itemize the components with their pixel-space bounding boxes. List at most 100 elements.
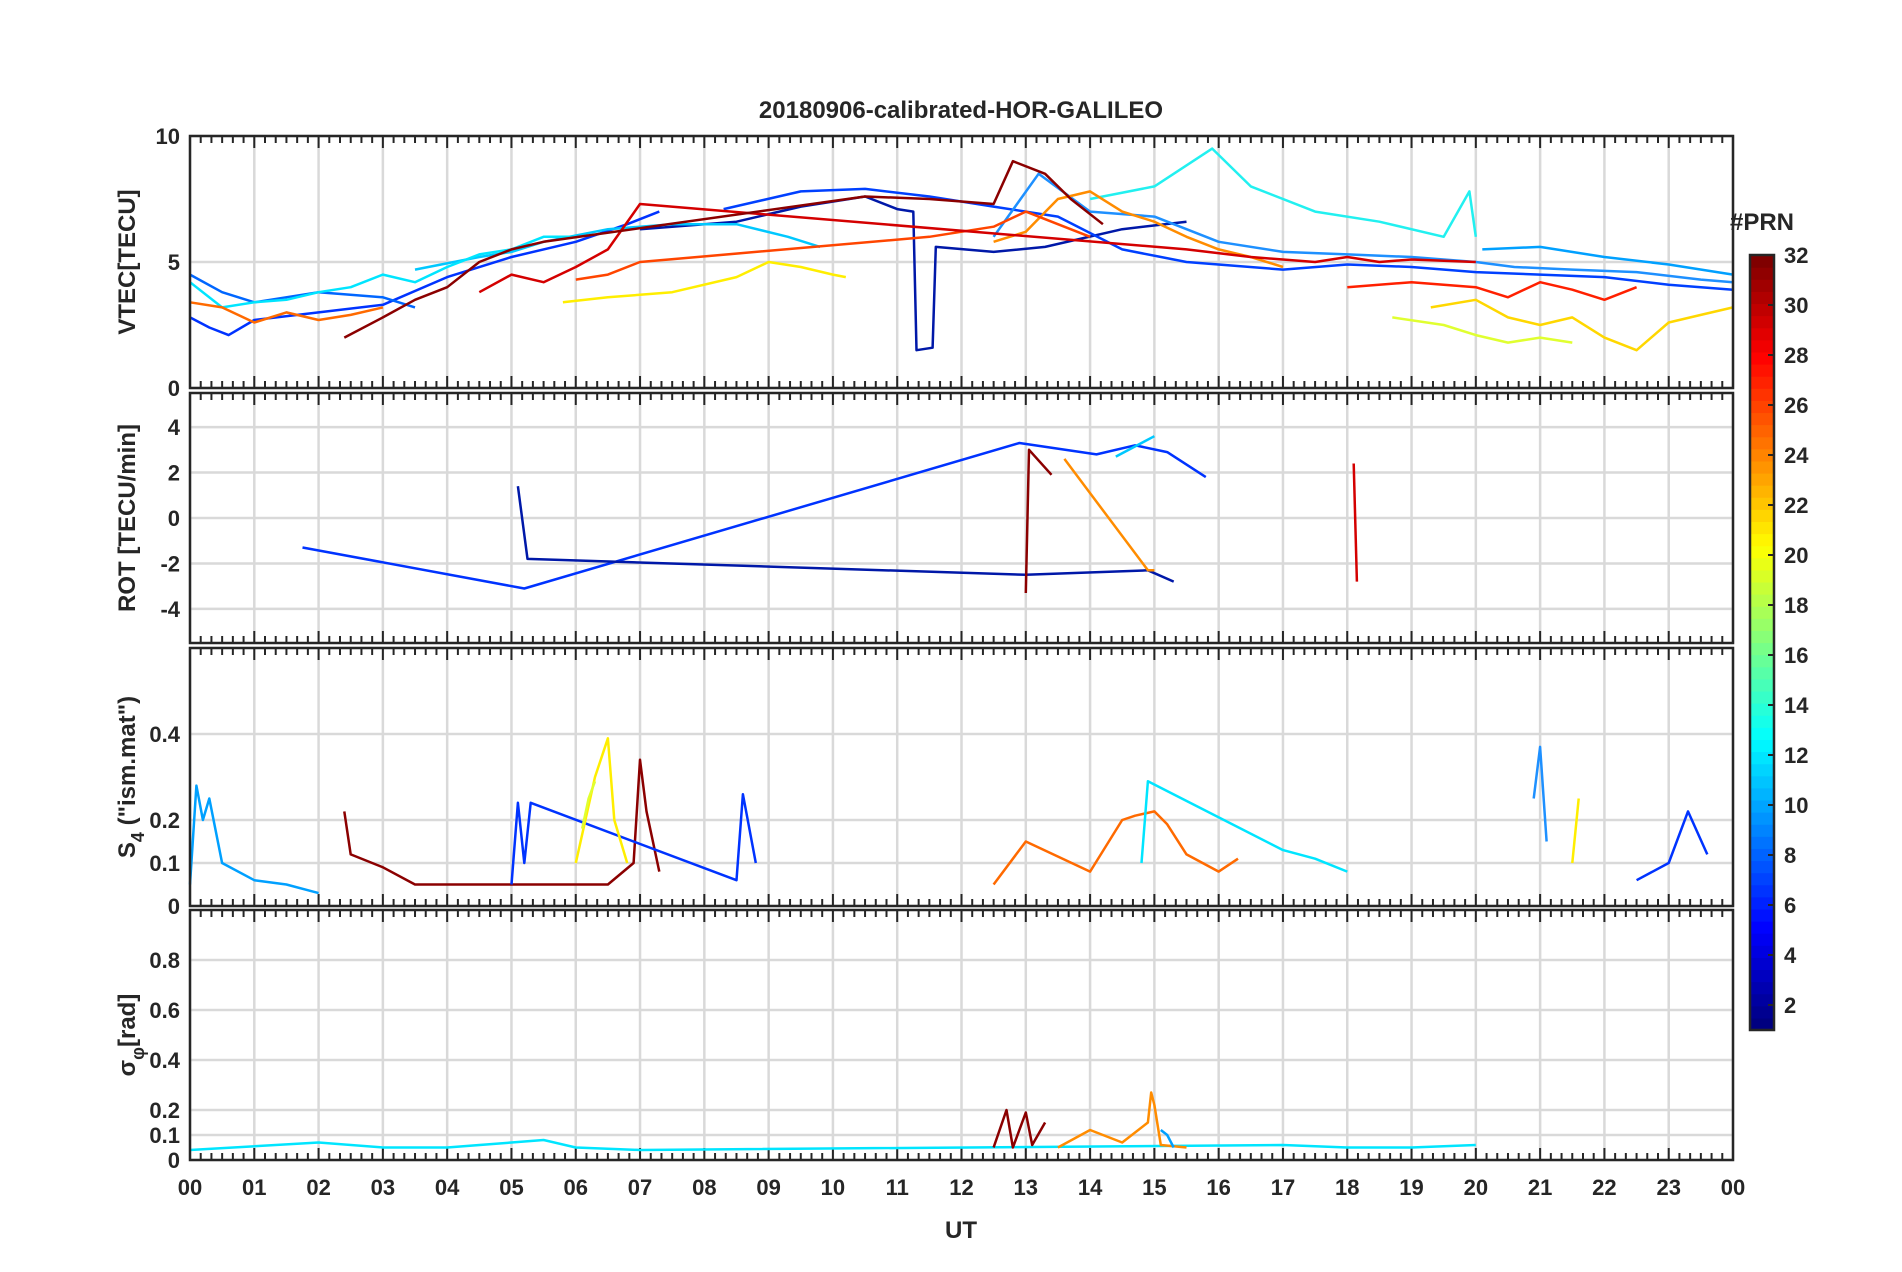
colorbar-segment	[1750, 787, 1774, 801]
colorbar-tick-label: 28	[1784, 343, 1808, 368]
colorbar-segment	[1750, 303, 1774, 317]
colorbar-segment	[1750, 678, 1774, 692]
colorbar-segment	[1750, 376, 1774, 389]
y-tick-label: 0.2	[149, 1098, 180, 1123]
series-line-prn-3	[1636, 810, 1709, 882]
panel-rot: -4 -2 0 2 4 ROT [TECU/min]	[114, 391, 1735, 645]
series-line-prn-13	[1140, 780, 1348, 873]
y-tick-label: 0.4	[149, 1048, 180, 1073]
series-line-prn-9	[1532, 745, 1548, 842]
colorbar-segment	[1750, 908, 1774, 922]
colorbar-segment	[1750, 848, 1774, 862]
colorbar-segment	[1750, 1005, 1774, 1019]
y-axis-label: VTEC[TECU]	[114, 189, 141, 334]
series-line-prn-19	[580, 780, 597, 829]
y-tick-label: 0	[168, 894, 180, 919]
series-line-prn-3	[302, 441, 1207, 590]
panel-sigma_phi: 00.10.20.40.60.8σφ[rad]	[114, 908, 1735, 1173]
colorbar-segment	[1750, 872, 1774, 886]
colorbar-segment	[1750, 291, 1774, 305]
colorbar-tick-label: 16	[1784, 643, 1808, 668]
colorbar-segment	[1750, 812, 1774, 825]
colorbar-segment	[1750, 339, 1774, 353]
colorbar-segment	[1750, 351, 1774, 365]
colorbar-segment	[1750, 751, 1774, 765]
colorbar-segment	[1750, 497, 1774, 510]
series-line-prn-13	[189, 1138, 1476, 1152]
colorbar-segment	[1750, 594, 1774, 607]
series-line-prn-12	[414, 222, 821, 271]
series-line-prn-24	[992, 810, 1239, 886]
panel-s4: 00.10.20.4S4 ("ism.mat")	[114, 646, 1735, 919]
series-line-prn-32	[343, 159, 1104, 339]
colorbar-segment	[1750, 824, 1774, 837]
x-tick-label: 09	[756, 1175, 780, 1200]
y-tick-label: 0.6	[149, 998, 180, 1023]
y-tick-label: 0	[168, 506, 180, 531]
y-tick-label: 10	[156, 124, 180, 149]
colorbar-segment	[1750, 400, 1774, 414]
colorbar-segment	[1750, 921, 1774, 934]
colorbar-segment	[1750, 606, 1774, 619]
colorbar-segment	[1750, 969, 1774, 983]
x-tick-label: 06	[564, 1175, 588, 1200]
y-tick-label: -2	[160, 551, 180, 576]
colorbar-segment	[1750, 799, 1774, 813]
colorbar-tick-label: 18	[1784, 593, 1808, 618]
colorbar-segment	[1750, 521, 1774, 535]
series-line-prn-24	[189, 301, 384, 324]
colorbar-segment	[1750, 933, 1774, 946]
x-tick-label: 08	[692, 1175, 716, 1200]
series-line-prn-30	[478, 202, 1476, 294]
y-label-main: S	[114, 842, 141, 858]
series-line-prn-10	[188, 784, 319, 895]
series-line-prn-23	[993, 190, 1284, 269]
colorbar-segment	[1750, 642, 1774, 656]
colorbar-tick-label: 26	[1784, 393, 1808, 418]
x-tick-label: 03	[371, 1175, 395, 1200]
series-line-prn-14	[1089, 147, 1478, 239]
y-tick-label: 0.1	[149, 851, 180, 876]
x-axis-label: UT	[945, 1217, 977, 1244]
colorbar-segment	[1750, 618, 1774, 631]
series-line-prn-20	[1571, 798, 1580, 864]
series-line-prn-3	[510, 792, 758, 885]
colorbar-segment	[1750, 267, 1774, 280]
y-axis-label: ROT [TECU/min]	[114, 424, 141, 612]
colorbar-segment	[1750, 279, 1774, 292]
series-line-prn-28	[1347, 280, 1638, 302]
x-tick-label: 13	[1014, 1175, 1038, 1200]
x-tick-label: 20	[1464, 1175, 1488, 1200]
colorbar-segment	[1750, 860, 1774, 874]
colorbar-segment	[1750, 424, 1774, 438]
colorbar-tick-label: 14	[1784, 693, 1809, 718]
colorbar-segment	[1750, 485, 1774, 498]
chart-title: 20180906-calibrated-HOR-GALILEO	[759, 97, 1163, 124]
x-tick-label: 00	[178, 1175, 202, 1200]
colorbar-tick-label: 22	[1784, 493, 1808, 518]
series-line-prn-10	[1482, 245, 1734, 276]
colorbar-segment	[1750, 569, 1774, 583]
series-line-prn-32	[343, 758, 661, 886]
x-tick-label: 17	[1271, 1175, 1295, 1200]
panel-vtec: 0 5 10 VTEC[TECU]	[114, 124, 1735, 401]
colorbar-tick-label: 20	[1784, 543, 1808, 568]
colorbar-segment	[1750, 727, 1774, 740]
colorbar-segment	[1750, 666, 1774, 680]
y-axis-label: σφ[rad]	[114, 994, 148, 1077]
series-group	[302, 435, 1359, 594]
y-tick-label: 0.2	[149, 808, 180, 833]
colorbar-box	[1748, 253, 1776, 1032]
colorbar-segment	[1750, 654, 1774, 668]
colorbar-tick-label: 32	[1784, 243, 1808, 268]
colorbar-segment	[1750, 388, 1774, 401]
colorbar-segment	[1750, 460, 1774, 474]
colorbar-segment	[1750, 436, 1774, 450]
y-label-main: σ	[114, 1060, 141, 1076]
x-tick-labels: 00 01 02 03 04 05 06 07 08 09 10 11 12 13 14 15 16 17 18 19…	[178, 1175, 1745, 1200]
series-line-prn-32	[992, 1108, 1047, 1149]
colorbar-tick-label: 30	[1784, 293, 1808, 318]
colorbar-segment	[1750, 993, 1774, 1007]
